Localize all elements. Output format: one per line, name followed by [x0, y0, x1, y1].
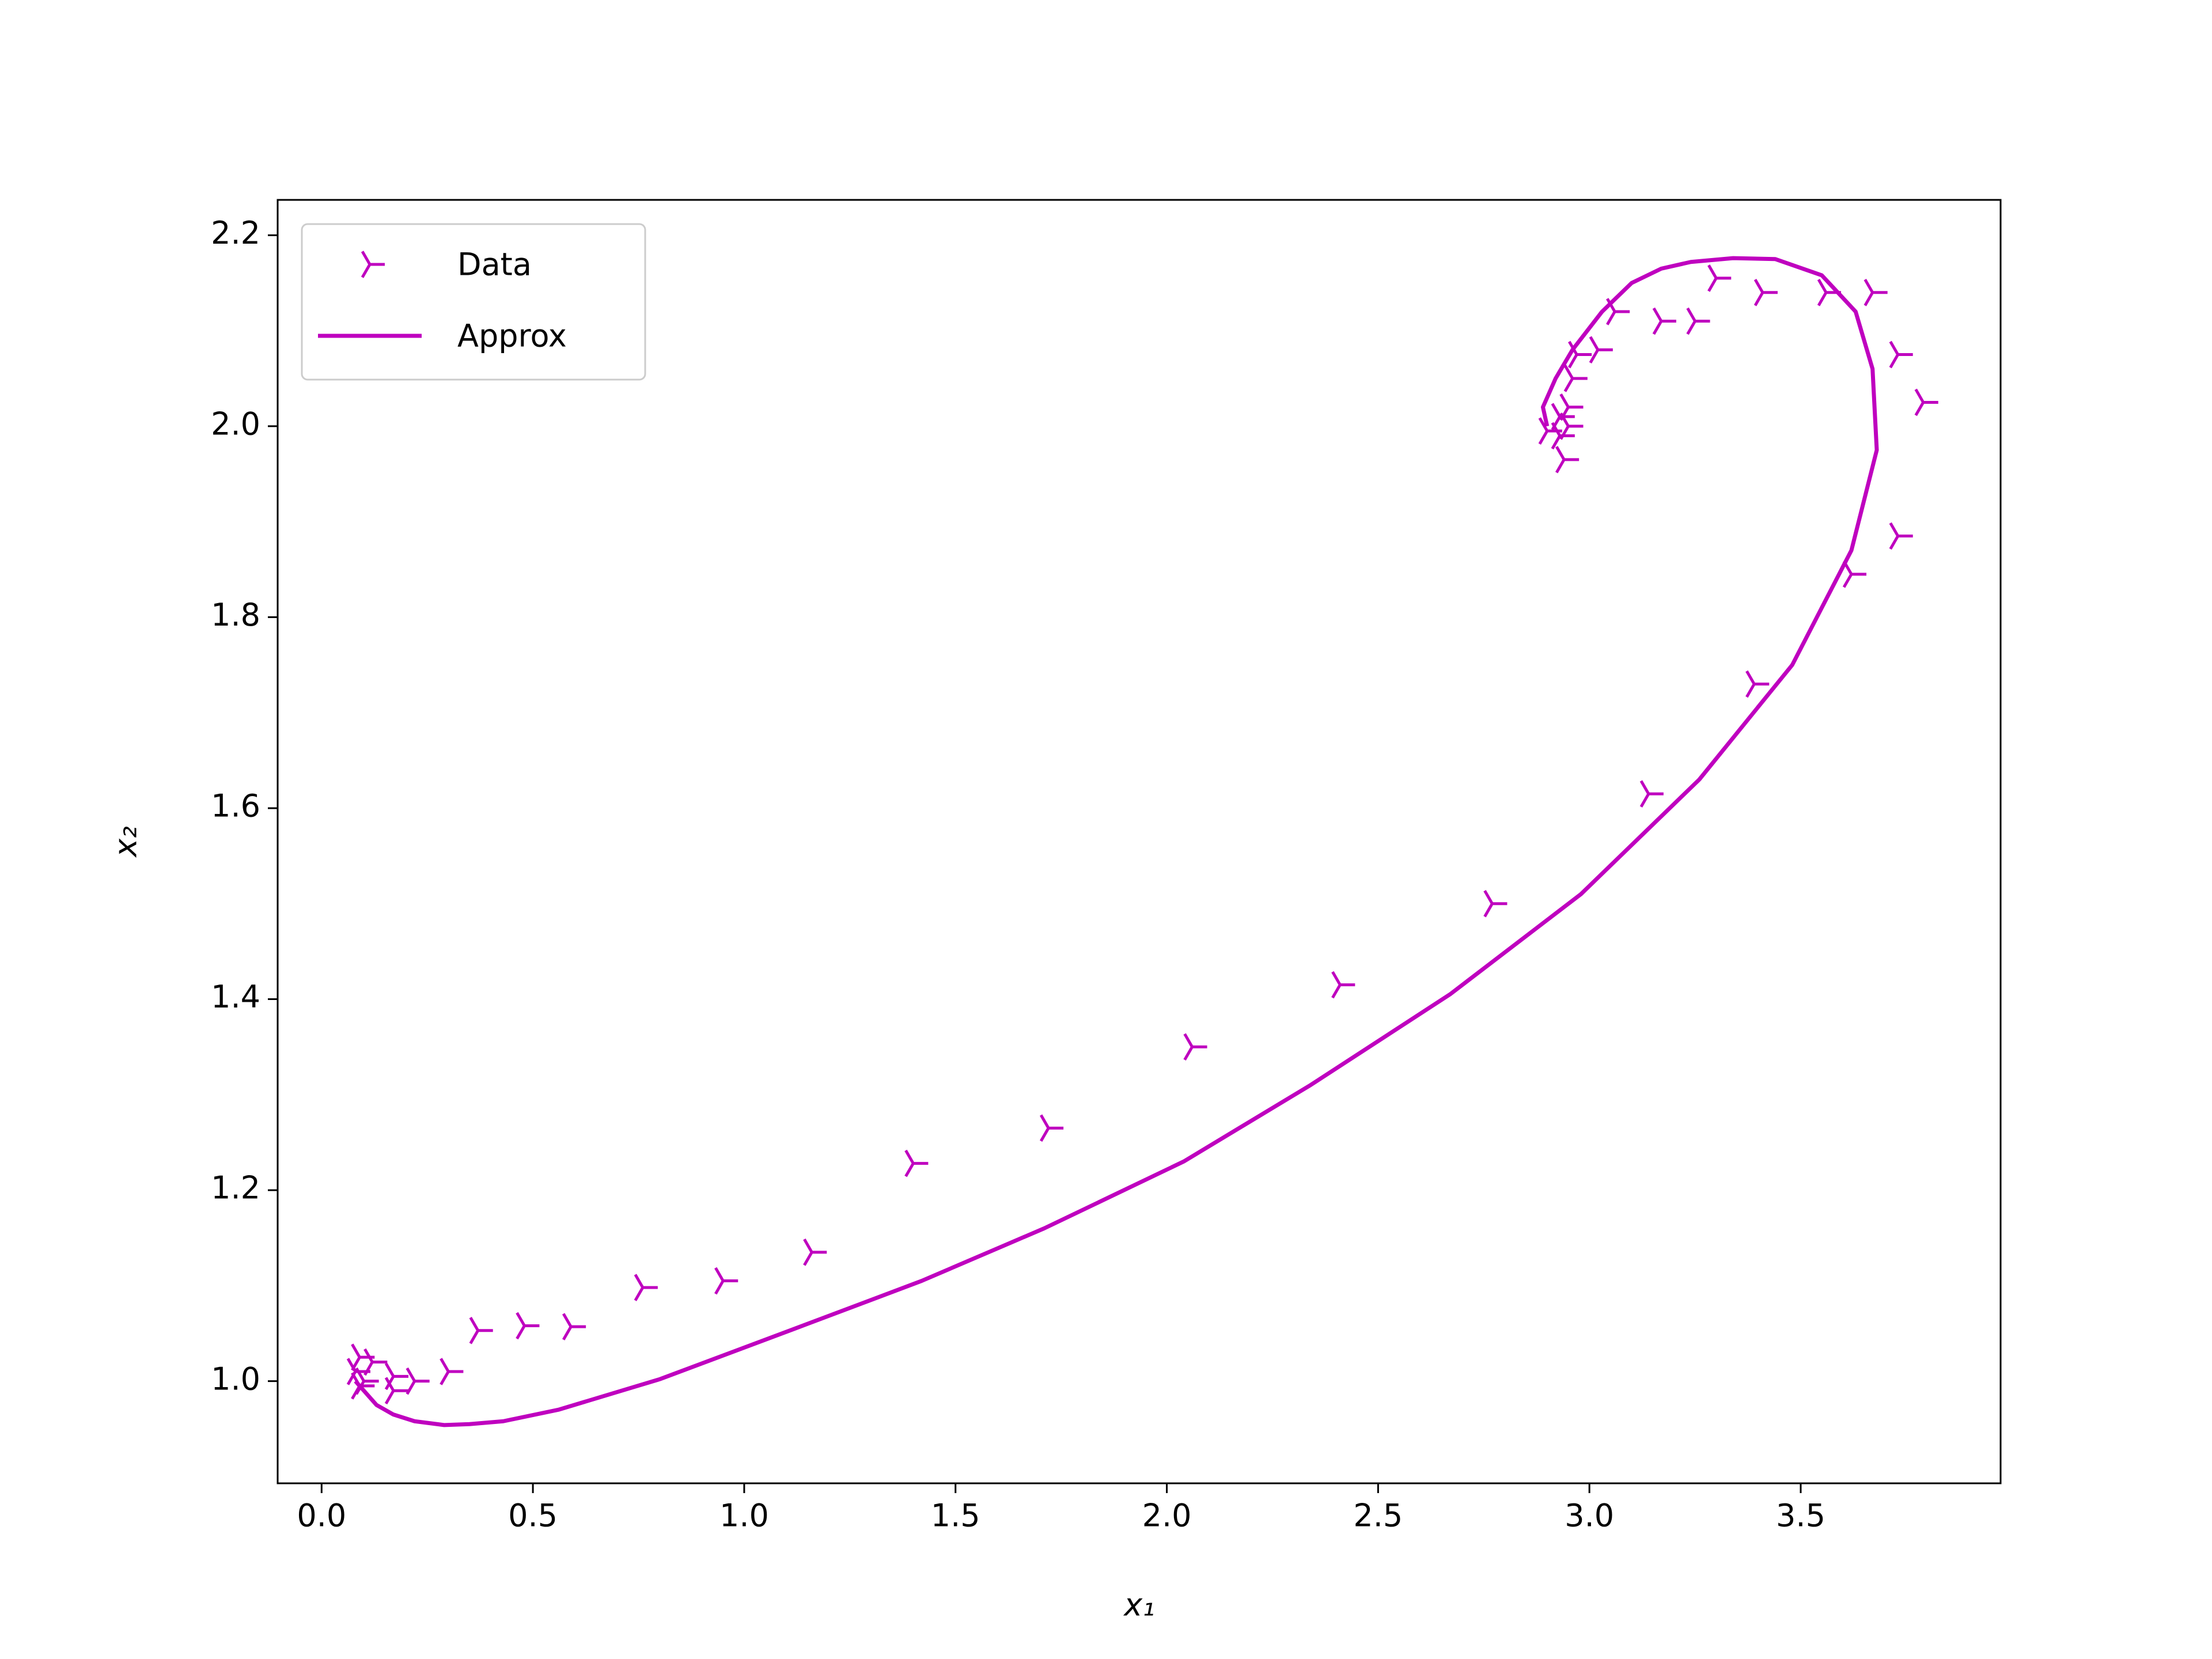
plot-content — [346, 256, 1938, 1427]
data-point — [1563, 365, 1588, 392]
legend-label: Approx — [457, 318, 567, 354]
x-axis-label: x₁ — [1123, 1587, 1155, 1623]
data-point — [384, 1362, 409, 1391]
x-tick-label: 3.5 — [1776, 1498, 1825, 1534]
x-tick-label: 1.5 — [931, 1498, 980, 1534]
y-tick-label: 1.2 — [211, 1170, 260, 1206]
data-point — [1639, 780, 1664, 808]
data-point — [904, 1149, 929, 1177]
x-tick-label: 2.0 — [1142, 1498, 1192, 1534]
y-tick-label: 1.4 — [211, 979, 260, 1015]
data-point — [803, 1238, 827, 1266]
data-point — [1538, 417, 1562, 445]
data-point — [1707, 264, 1732, 292]
data-point — [634, 1274, 658, 1301]
data-point — [440, 1358, 464, 1385]
data-point — [1183, 1033, 1207, 1061]
data-point — [516, 1312, 540, 1340]
y-tick-label: 1.6 — [211, 788, 260, 824]
y-tick-label: 2.0 — [211, 406, 260, 442]
data-point — [562, 1313, 586, 1340]
data-point — [714, 1267, 738, 1295]
legend-box — [301, 223, 646, 381]
y-tick-label: 1.8 — [211, 597, 260, 633]
data-point — [1555, 446, 1580, 474]
data-point — [1331, 971, 1355, 999]
data-point — [1889, 522, 1913, 550]
x-tick-label: 1.0 — [719, 1498, 769, 1534]
data-point — [1914, 388, 1938, 416]
x-tick-label: 2.5 — [1353, 1498, 1403, 1534]
y-axis-label: x₂ — [108, 826, 144, 858]
x-tick-label: 0.5 — [508, 1498, 558, 1534]
data-point — [1589, 336, 1613, 364]
x-tick-label: 3.0 — [1565, 1498, 1614, 1534]
x-tick-label: 0.0 — [297, 1498, 346, 1534]
y-tick-label: 2.2 — [211, 215, 260, 251]
data-point — [1686, 307, 1710, 335]
data-point — [1863, 279, 1888, 306]
data-point — [1745, 670, 1770, 698]
data-point — [1652, 307, 1676, 335]
legend-marker — [361, 251, 385, 278]
y-tick-label: 1.0 — [211, 1361, 260, 1397]
data-point — [1889, 340, 1913, 369]
legend-label: Data — [457, 247, 532, 283]
line — [354, 256, 1879, 1427]
data-point — [1559, 393, 1584, 421]
plot-area — [276, 199, 2002, 1484]
data-point — [1483, 889, 1508, 918]
data-point — [469, 1316, 493, 1344]
data-point — [1753, 279, 1778, 306]
data-point — [1039, 1114, 1064, 1142]
